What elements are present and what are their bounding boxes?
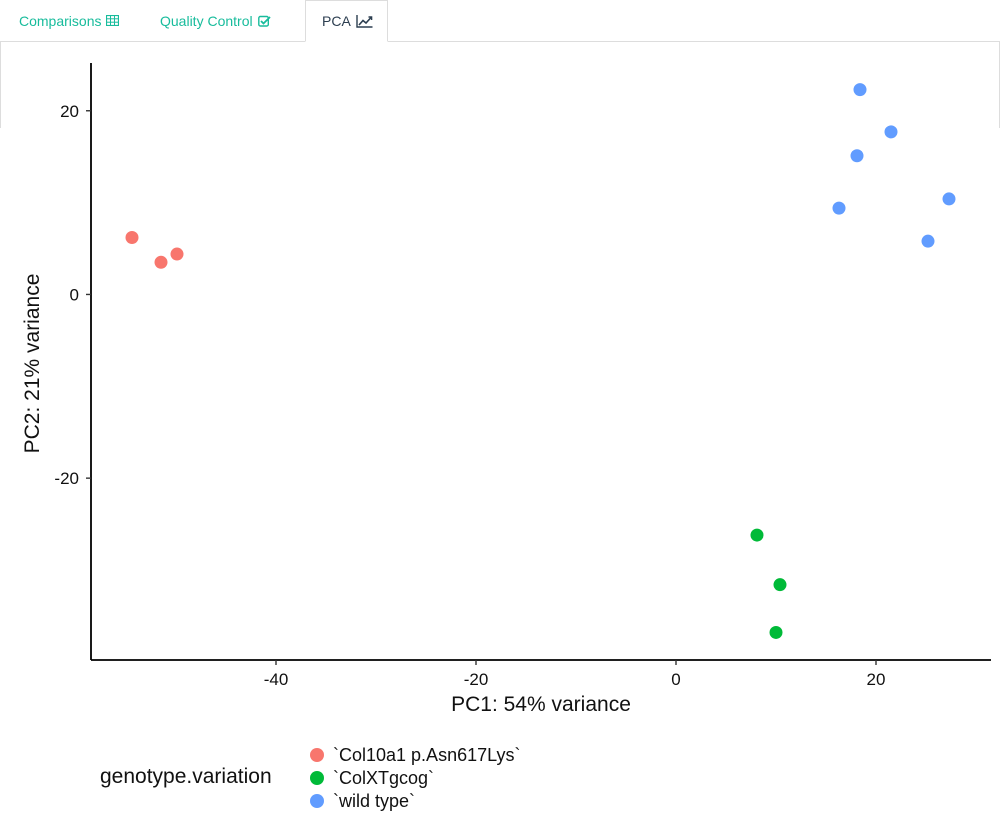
data-point [884, 125, 898, 139]
y-tick-label: 0 [70, 285, 79, 304]
data-point [154, 255, 168, 269]
legend-item: `ColXTgcog` [310, 767, 434, 789]
tab-comparisons[interactable]: Comparisons [1, 0, 141, 41]
data-point [921, 234, 935, 248]
legend-item-label: `ColXTgcog` [333, 767, 435, 788]
x-tick-label: -20 [464, 670, 489, 689]
data-point [853, 83, 867, 97]
legend-title: genotype.variation [100, 765, 272, 788]
legend-item-label: `Col10a1 p.Asn617Lys` [333, 744, 521, 765]
table-icon [106, 15, 120, 26]
data-point [170, 247, 184, 261]
data-point [942, 192, 956, 206]
tab-bar [0, 0, 1000, 42]
legend-item-label: `wild type` [333, 790, 416, 811]
x-tick-label: -40 [264, 670, 289, 689]
check-square-icon [257, 15, 271, 27]
legend-key-dot [310, 771, 324, 785]
data-point [769, 625, 783, 639]
data-point [773, 578, 787, 592]
tab-quality-control-label: Quality Control [160, 12, 253, 29]
data-point [750, 528, 764, 542]
data-point [850, 149, 864, 163]
data-points [125, 83, 956, 639]
tab-pca-label: PCA [322, 13, 351, 29]
tab-panel-frame [0, 41, 1000, 128]
line-chart-icon [356, 14, 373, 28]
legend-item: `wild type` [310, 790, 415, 812]
tab-comparisons-label: Comparisons [19, 12, 102, 29]
x-tick-label: 0 [671, 670, 680, 689]
legend-item: `Col10a1 p.Asn617Lys` [310, 744, 520, 766]
legend-key-dot [310, 794, 324, 808]
y-tick-label: -20 [54, 469, 79, 488]
y-tick-label: 20 [60, 102, 79, 121]
x-axis-ticks: -40 -20 0 20 [264, 660, 886, 689]
tab-pca[interactable]: PCA [305, 0, 388, 42]
tab-quality-control[interactable]: Quality Control [160, 0, 306, 41]
data-point [125, 231, 139, 245]
y-axis-label: PC2: 21% variance [21, 274, 44, 454]
legend-key-dot [310, 748, 324, 762]
y-axis-ticks: -20 0 20 [54, 102, 91, 488]
x-tick-label: 20 [867, 670, 886, 689]
data-point [832, 201, 846, 215]
x-axis-label: PC1: 54% variance [451, 693, 631, 716]
